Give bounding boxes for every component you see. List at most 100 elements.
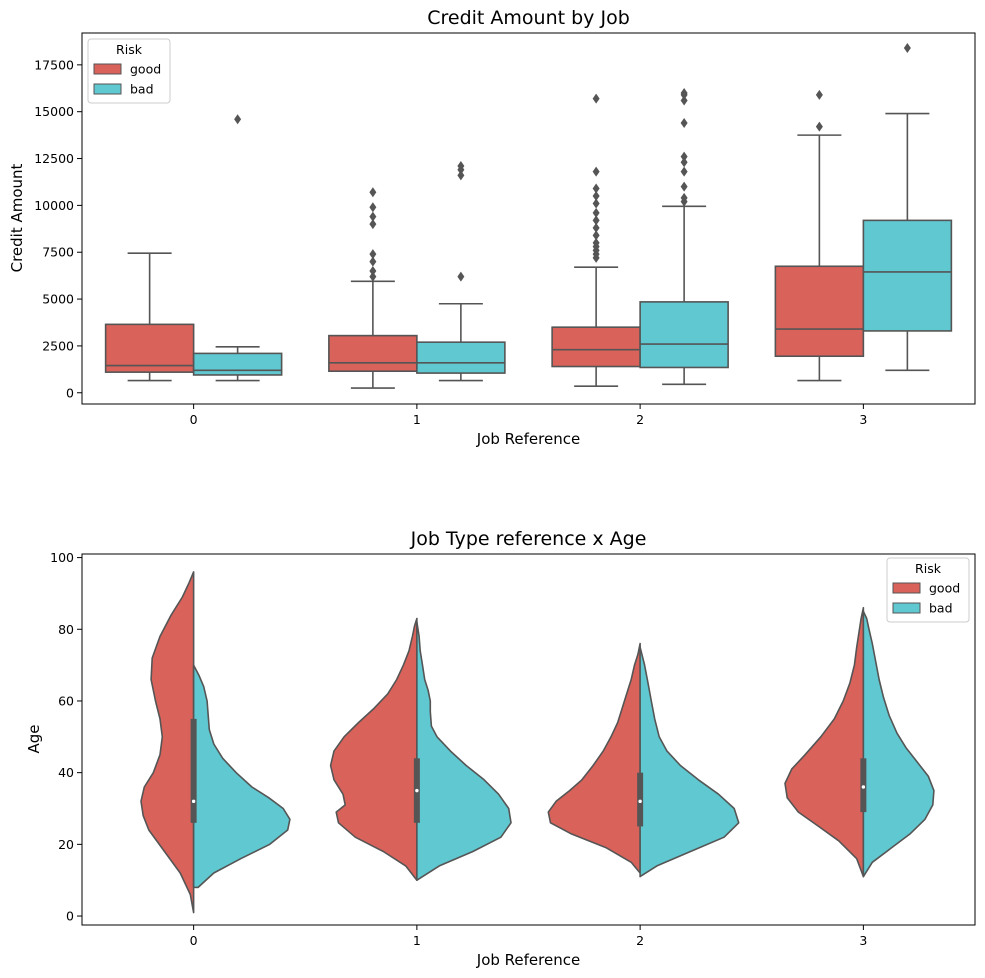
outlier-point: [680, 166, 688, 177]
outlier-point: [369, 256, 377, 267]
x-tick-label: 1: [413, 933, 421, 948]
y-tick-label: 100: [50, 550, 74, 565]
violin-half-good: [547, 642, 641, 874]
legend-title: Risk: [915, 561, 942, 576]
y-tick-label: 80: [58, 622, 74, 637]
box-bad-0: [192, 114, 283, 382]
violin-half-bad: [192, 664, 291, 889]
y-tick-label: 0: [66, 909, 74, 924]
x-tick-label: 1: [413, 412, 421, 427]
box-iqr: [862, 219, 953, 332]
y-tick-label: 12500: [34, 151, 74, 166]
y-tick-label: 17500: [34, 57, 74, 72]
outlier-point: [369, 211, 377, 222]
violin-1: [329, 617, 512, 881]
outlier-point: [592, 237, 600, 248]
box-good-3: [774, 89, 865, 382]
outlier-point: [680, 87, 688, 98]
x-tick-label: 0: [190, 933, 198, 948]
legend-swatch: [892, 602, 921, 614]
median-dot: [638, 799, 642, 804]
outlier-point: [234, 114, 242, 125]
legend-label: bad: [929, 601, 953, 616]
box-iqr: [639, 301, 729, 369]
outlier-point: [457, 170, 465, 181]
box-good-0: [104, 252, 195, 382]
legend-label: good: [929, 581, 960, 596]
y-axis-label: Age: [25, 724, 43, 753]
legend-swatch: [892, 582, 921, 594]
outlier-point: [592, 222, 600, 233]
outlier-point: [680, 95, 688, 106]
outlier-point: [369, 187, 377, 198]
outlier-point: [815, 89, 823, 100]
x-tick-label: 3: [859, 933, 867, 948]
y-axis-label: Credit Amount: [8, 163, 26, 272]
outlier-point: [592, 191, 600, 202]
violin-half-good: [329, 617, 418, 881]
outlier-point: [680, 117, 688, 128]
legend-swatch: [93, 83, 122, 95]
inner-box: [190, 718, 197, 823]
outlier-point: [457, 271, 465, 282]
x-tick-label: 2: [636, 933, 644, 948]
violin-2: [547, 642, 740, 878]
violin-half-bad: [639, 646, 740, 878]
outlier-point: [815, 121, 823, 132]
chart-title: Job Type reference x Age: [410, 528, 647, 550]
box-iqr: [192, 352, 283, 376]
inner-box: [637, 772, 644, 827]
y-tick-label: 0: [66, 385, 74, 400]
legend-swatch: [93, 63, 122, 75]
outlier-point: [592, 183, 600, 194]
violin-half-bad: [862, 610, 935, 878]
violin-3: [784, 606, 935, 878]
legend: Risk good bad: [886, 557, 970, 623]
legend: Risk good bad: [87, 38, 171, 104]
x-axis-label: Job Reference: [476, 430, 580, 448]
y-tick-label: 10000: [34, 198, 74, 213]
outlier-point: [457, 161, 465, 172]
y-tick-label: 7500: [42, 245, 74, 260]
y-tick-label: 15000: [34, 104, 74, 119]
median-dot: [861, 785, 866, 789]
violin-half-good: [784, 606, 865, 878]
outlier-point: [592, 93, 600, 104]
x-tick-label: 2: [636, 412, 644, 427]
box-iqr: [551, 326, 641, 368]
y-tick-label: 2500: [42, 338, 74, 353]
chart-title: Credit Amount by Job: [427, 7, 630, 29]
outlier-point: [369, 265, 377, 276]
violin-half-bad: [416, 621, 512, 881]
outlier-point: [369, 202, 377, 213]
outlier-point: [680, 192, 688, 203]
inner-box: [860, 758, 867, 813]
outlier-point: [680, 151, 688, 162]
box-iqr: [774, 265, 865, 358]
median-dot: [191, 799, 196, 804]
box-bad-2: [639, 87, 729, 386]
plot-frame: [81, 32, 976, 405]
y-tick-label: 5000: [42, 292, 74, 307]
outlier-point: [592, 215, 600, 226]
outlier-point: [680, 157, 688, 168]
x-axis-label: Job Reference: [476, 951, 580, 969]
median-dot: [415, 788, 419, 793]
outlier-point: [592, 230, 600, 241]
x-tick-label: 3: [859, 412, 867, 427]
x-tick-label: 0: [190, 412, 198, 427]
outlier-point: [369, 249, 377, 260]
outlier-point: [592, 166, 600, 177]
violin-half-good: [140, 571, 195, 914]
box-bad-1: [416, 161, 506, 382]
y-tick-label: 60: [58, 693, 74, 708]
box-iqr: [416, 341, 506, 374]
outlier-point: [592, 207, 600, 218]
outlier-point: [680, 181, 688, 192]
box-good-1: [328, 187, 418, 389]
y-tick-label: 40: [58, 765, 74, 780]
outlier-point: [903, 42, 911, 53]
credit-amount-box-chart: Credit Amount by Job 0 2500 5000 7500 10000 1…: [8, 7, 976, 448]
box-good-2: [551, 93, 641, 387]
